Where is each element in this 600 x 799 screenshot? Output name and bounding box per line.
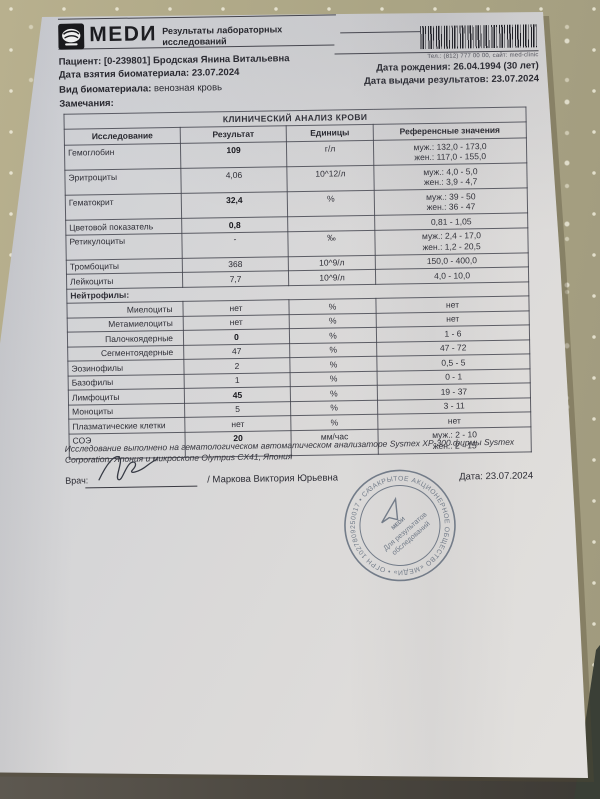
test-name-cell: Эритроциты: [64, 168, 182, 196]
units-cell: ‰: [287, 229, 376, 257]
result-cell: 368: [182, 256, 289, 273]
document-title-line1: Результаты лабораторных: [162, 24, 283, 37]
result-cell: 109: [180, 141, 287, 169]
results-table: КЛИНИЧЕСКИЙ АНАЛИЗ КРОВИ Исследование Ре…: [63, 106, 532, 459]
sampling-date-value: 23.07.2024: [191, 66, 240, 79]
document-title-line2: исследований: [162, 35, 227, 47]
units-cell: %: [289, 341, 377, 358]
result-cell: 7,7: [182, 270, 289, 287]
clinic-round-stamp: ЗАКРЫТОЕ АКЦИОНЕРНОЕ ОБЩЕСТВО «МЕДИ» • О…: [313, 445, 471, 603]
test-name-cell: Гематокрит: [65, 193, 182, 221]
issue-date-label: Дата выдачи результатов:: [364, 74, 489, 87]
footer-date: Дата: 23.07.2024: [459, 470, 533, 482]
test-name-cell: Ретикулоциты: [65, 232, 183, 260]
doctor-signature: [93, 451, 186, 486]
medi-logo-icon: [58, 23, 85, 50]
col-header-result: Результат: [180, 125, 287, 144]
header-rule-right-upper: [340, 31, 421, 34]
units-cell: г/л: [286, 140, 374, 167]
reference-cell: муж.: 2,4 - 17,0 жен.: 1,2 - 20,5: [374, 227, 529, 255]
test-name-cell: Гемоглобин: [64, 143, 181, 171]
birth-date-line: Дата рождения: 26.04.1994 (30 лет): [339, 60, 539, 74]
reference-cell: муж.: 4,0 - 5,0 жен.: 3,9 - 4,7: [373, 162, 528, 191]
result-cell: 32,4: [181, 191, 288, 219]
issue-date-value: 23.07.2024: [491, 73, 540, 85]
sampling-date-label: Дата взятия биоматериала:: [58, 67, 190, 81]
remarks-line: Замечания:: [59, 98, 114, 110]
header-top-rule: [57, 14, 336, 20]
doctor-label: Врач:: [65, 475, 89, 486]
result-cell: 45: [184, 386, 291, 403]
remarks-label: Замечания:: [59, 97, 114, 110]
result-cell: 5: [184, 401, 291, 418]
units-cell: %: [289, 312, 377, 329]
document-title: Результаты лабораторных исследований: [162, 24, 302, 47]
birth-date-value: 26.04.1994 (30 лет): [453, 60, 539, 73]
result-cell: -: [181, 231, 289, 258]
reference-cell: муж.: 39 - 50 жен.: 36 - 47: [374, 187, 528, 216]
result-cell: 4,06: [180, 166, 288, 194]
units-cell: 10^12/л: [286, 165, 375, 192]
units-cell: 10^9/л: [288, 254, 376, 271]
col-header-test: Исследование: [64, 127, 181, 146]
units-cell: %: [289, 327, 377, 344]
document-content: МЕDИ Результаты лабораторных исследовани…: [22, 12, 582, 778]
result-cell: нет: [183, 314, 290, 331]
units-cell: %: [289, 356, 378, 373]
units-cell: [287, 215, 375, 232]
brand-wordmark: МЕDИ: [89, 22, 158, 47]
sampling-date-line: Дата взятия биоматериала: 23.07.2024: [59, 67, 240, 81]
units-cell: %: [290, 385, 378, 402]
units-cell: %: [290, 370, 378, 387]
patient-label: Пациент:: [58, 56, 102, 68]
units-cell: 10^9/л: [288, 269, 376, 286]
units-cell: %: [290, 414, 378, 431]
stamp-center: МЕDИ Для результатов обследований: [381, 496, 432, 557]
reference-cell: муж.: 132,0 - 173,0 жен.: 117,0 - 155,0: [373, 137, 527, 166]
result-cell: нет: [182, 299, 290, 316]
footer-date-value: 23.07.2024: [485, 470, 534, 483]
doctor-name: / Маркова Виктория Юрьевна: [207, 472, 339, 486]
results-table-body: Гемоглобин 109 г/л муж.: 132,0 - 173,0 жен.…: [64, 137, 532, 459]
biomaterial-line: Вид биоматериала: венозная кровь: [59, 82, 222, 96]
results-table-wrap: КЛИНИЧЕСКИЙ АНАЛИЗ КРОВИ Исследование Ре…: [63, 106, 532, 459]
barcode: [420, 24, 539, 50]
biomaterial-value: венозная кровь: [153, 82, 223, 95]
biomaterial-label: Вид биоматериала:: [59, 83, 152, 96]
units-cell: %: [290, 399, 378, 416]
units-cell: %: [287, 190, 375, 217]
result-cell: 0: [183, 328, 290, 345]
col-header-units: Единицы: [286, 124, 374, 142]
footer-date-label: Дата:: [459, 471, 483, 483]
issue-date-line: Дата выдачи результатов: 23.07.2024: [339, 73, 539, 87]
patient-line: Пациент: [0-239801] Бродская Янина Витал…: [59, 53, 290, 68]
birth-date-label: Дата рождения:: [376, 61, 451, 74]
patient-value: [0-239801] Бродская Янина Витальевна: [103, 53, 290, 68]
units-cell: %: [288, 298, 377, 315]
result-cell: нет: [184, 415, 291, 432]
